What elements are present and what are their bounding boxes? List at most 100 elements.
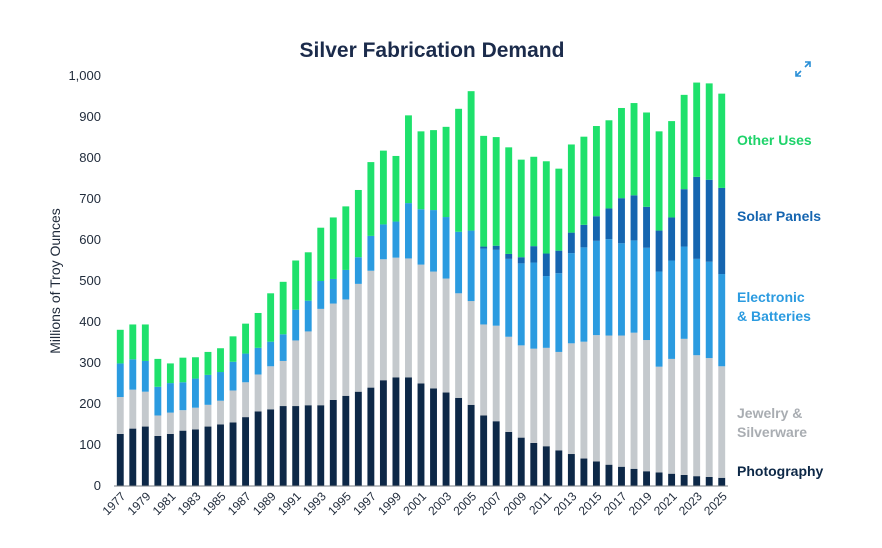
bar-segment-1998-5 (379, 150, 387, 225)
bar-segment-2023-2 (693, 355, 701, 477)
bar-segment-2009-4 (517, 257, 525, 264)
legend-solar-panels: Solar Panels (737, 208, 821, 224)
bar-segment-2025-2 (718, 366, 726, 478)
bar-segment-2012-3 (555, 273, 563, 352)
bar-segment-2018-4 (630, 195, 638, 241)
bar-segment-1992-1 (304, 405, 312, 486)
bar-segment-2008-3 (505, 258, 513, 337)
bar-segment-2004-5 (455, 108, 463, 232)
bar-segment-2005-5 (467, 91, 475, 231)
bar-segment-2014-1 (580, 458, 588, 486)
bar-segment-1977-1 (116, 433, 124, 486)
bar-segment-1999-2 (392, 257, 400, 378)
bar-segment-2010-2 (530, 348, 538, 443)
bar-segment-1983-3 (192, 378, 199, 408)
bar-segment-2015-2 (592, 335, 600, 462)
x-tick-label: 1999 (375, 489, 404, 518)
bar-segment-1989-5 (267, 293, 275, 342)
bar-segment-1984-3 (204, 374, 212, 405)
bar-segment-2017-1 (618, 466, 625, 486)
bar-segment-2003-1 (442, 392, 450, 486)
bar-segment-1990-3 (279, 334, 287, 361)
bar-segment-1981-2 (166, 412, 174, 434)
x-tick-label: 2023 (676, 489, 705, 518)
bar-segment-1986-2 (229, 390, 237, 423)
x-tick-label: 2013 (551, 489, 580, 518)
bar-segment-1988-2 (254, 374, 262, 412)
bar-segment-1978-5 (129, 324, 137, 360)
bar-segment-1989-1 (267, 409, 275, 486)
x-tick-label: 1983 (175, 489, 204, 518)
bar-segment-2022-3 (680, 246, 688, 339)
bar-segment-1977-2 (116, 397, 124, 434)
bar-segment-2011-4 (542, 253, 550, 277)
bar-segment-2018-1 (630, 468, 638, 486)
bar-segment-1994-5 (329, 217, 337, 279)
bar-segment-2012-1 (555, 450, 563, 486)
bar-segment-1994-3 (329, 278, 337, 304)
bar-segment-2024-1 (705, 476, 713, 486)
bar-segment-1982-3 (179, 382, 187, 411)
bar-segment-1989-3 (267, 341, 275, 367)
bar-segment-1988-3 (254, 347, 262, 375)
bar-segment-2001-3 (417, 209, 425, 265)
bar-segment-1983-1 (192, 429, 199, 486)
bar-segment-2012-4 (555, 250, 563, 274)
x-tick-label: 2025 (701, 489, 730, 518)
bar-segment-1991-1 (292, 406, 300, 486)
bar-segment-1984-5 (204, 351, 212, 375)
expand-icon[interactable] (792, 58, 814, 80)
bar-segment-1996-1 (354, 391, 362, 486)
bar-segment-2019-5 (643, 112, 650, 207)
x-tick-label: 1979 (125, 489, 154, 518)
bar-segment-1994-1 (329, 399, 337, 486)
bar-segment-2023-3 (693, 258, 701, 356)
bar-segment-2018-3 (630, 240, 638, 333)
bar-segment-2007-5 (492, 137, 500, 246)
bar-segment-2018-2 (630, 332, 638, 469)
bar-segment-2016-5 (605, 120, 613, 209)
bar-segment-1982-1 (179, 430, 187, 486)
bar-segment-2009-5 (517, 159, 525, 258)
bar-segment-1986-1 (229, 422, 237, 486)
bar-segment-1977-3 (116, 363, 124, 398)
bar-segment-2019-2 (643, 340, 650, 472)
bar-segment-1986-5 (229, 336, 237, 362)
bar-segment-1990-5 (279, 281, 287, 335)
bar-segment-1997-5 (367, 162, 375, 236)
bar-segment-2019-3 (643, 247, 650, 341)
bar-segment-2014-4 (580, 224, 588, 248)
x-tick-label: 2011 (526, 489, 554, 517)
bar-segment-2014-3 (580, 247, 588, 342)
bar-segment-1993-2 (317, 308, 325, 406)
bar-segment-1984-1 (204, 426, 212, 486)
y-tick-label: 200 (79, 396, 101, 411)
bar-segment-2007-3 (492, 249, 500, 326)
x-tick-label: 1991 (275, 489, 304, 518)
bar-segment-2020-2 (655, 366, 663, 473)
bar-segment-2003-5 (442, 126, 450, 218)
bar-segment-2003-3 (442, 217, 450, 279)
bar-segment-2012-2 (555, 351, 563, 451)
bar-segment-2008-2 (505, 336, 513, 432)
y-axis-label: Millions of Troy Ounces (47, 208, 63, 354)
bar-segment-2024-5 (705, 83, 713, 180)
bar-segment-2011-3 (542, 276, 550, 348)
x-tick-label: 2003 (425, 489, 454, 518)
bar-segment-1988-1 (254, 411, 262, 486)
bar-segment-2008-5 (505, 147, 513, 254)
legend: Photography Jewelry & Silverware Electronic… (737, 132, 824, 479)
y-axis-ticks: 0 100 200 300 400 500 600 700 800 900 1,000 (68, 68, 101, 493)
bar-segment-1979-2 (141, 391, 149, 427)
bar-segment-2004-1 (455, 397, 463, 486)
legend-other-uses: Other Uses (737, 132, 812, 148)
bar-segment-2023-4 (693, 176, 701, 259)
bar-segment-1994-2 (329, 303, 337, 400)
bar-segment-1979-3 (141, 360, 149, 392)
bar-segment-2022-1 (680, 474, 688, 486)
bar-segment-2021-1 (668, 473, 676, 486)
bar-segment-1978-3 (129, 359, 137, 390)
x-tick-label: 1977 (100, 489, 129, 518)
chart-title: Silver Fabrication Demand (300, 39, 565, 62)
y-tick-label: 700 (79, 191, 101, 206)
